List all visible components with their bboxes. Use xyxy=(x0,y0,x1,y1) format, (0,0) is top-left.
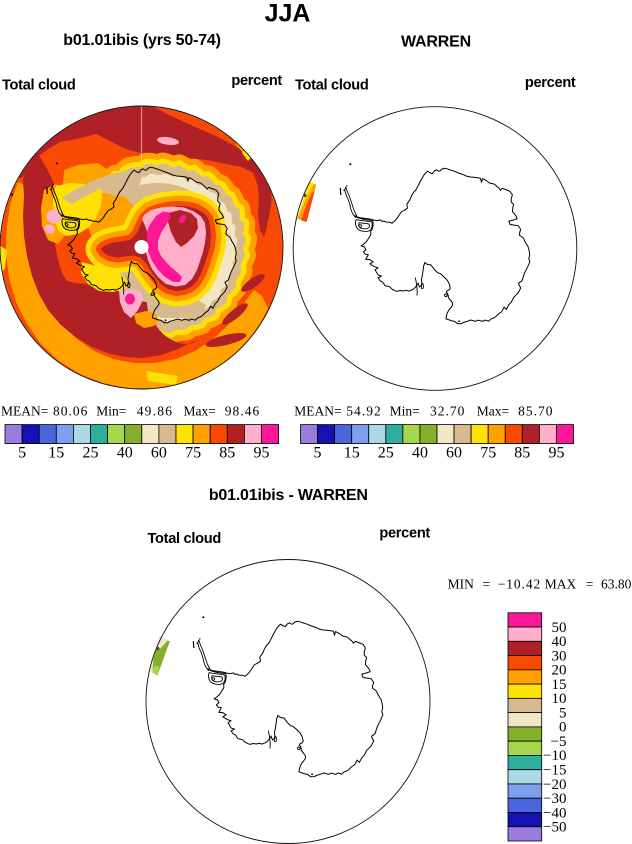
svg-text:80.06: 80.06 xyxy=(53,404,88,419)
svg-text:−10: −10 xyxy=(543,748,566,764)
svg-text:5: 5 xyxy=(314,445,322,462)
svg-text:−10.42: −10.42 xyxy=(498,577,541,592)
svg-text:40: 40 xyxy=(552,634,567,650)
svg-text:MEAN=: MEAN= xyxy=(1,404,48,419)
svg-text:60: 60 xyxy=(151,445,167,462)
svg-text:63.80: 63.80 xyxy=(601,577,632,592)
svg-text:40: 40 xyxy=(412,445,428,462)
svg-text:Total cloud: Total cloud xyxy=(148,531,221,547)
svg-text:32.70: 32.70 xyxy=(430,404,465,419)
svg-text:−50: −50 xyxy=(543,820,566,836)
svg-text:=: = xyxy=(483,577,491,592)
svg-text:40: 40 xyxy=(117,445,133,462)
svg-text:percent: percent xyxy=(231,73,282,89)
svg-text:10: 10 xyxy=(552,691,567,707)
svg-text:75: 75 xyxy=(480,445,496,462)
svg-text:−40: −40 xyxy=(543,805,566,821)
svg-text:−30: −30 xyxy=(543,791,566,807)
svg-text:0: 0 xyxy=(559,720,567,736)
svg-text:15: 15 xyxy=(48,445,64,462)
svg-text:85: 85 xyxy=(514,445,530,462)
svg-text:75: 75 xyxy=(185,445,201,462)
svg-text:20: 20 xyxy=(552,663,567,679)
svg-text:JJA: JJA xyxy=(265,0,311,28)
svg-text:98.46: 98.46 xyxy=(225,404,260,419)
svg-text:b01.01ibis (yrs 50-74): b01.01ibis (yrs 50-74) xyxy=(63,32,220,49)
svg-text:49.86: 49.86 xyxy=(137,404,173,419)
svg-text:Total cloud: Total cloud xyxy=(295,78,368,94)
svg-text:Max=: Max= xyxy=(184,404,216,419)
svg-text:85: 85 xyxy=(219,445,235,462)
svg-text:Max=: Max= xyxy=(477,404,509,419)
svg-text:−15: −15 xyxy=(543,762,566,778)
svg-text:25: 25 xyxy=(83,445,99,462)
svg-text:Min=: Min= xyxy=(96,404,126,419)
svg-text:95: 95 xyxy=(254,445,270,462)
svg-text:b01.01ibis - WARREN: b01.01ibis - WARREN xyxy=(209,487,368,504)
svg-text:Min=: Min= xyxy=(390,404,420,419)
svg-text:MAX: MAX xyxy=(545,577,577,592)
svg-text:60: 60 xyxy=(446,445,462,462)
svg-text:−5: −5 xyxy=(551,734,567,750)
svg-text:MEAN=: MEAN= xyxy=(294,404,341,419)
svg-text:15: 15 xyxy=(344,445,360,462)
svg-text:=: = xyxy=(586,577,594,592)
svg-text:15: 15 xyxy=(552,677,567,693)
svg-text:54.92: 54.92 xyxy=(346,404,380,419)
svg-text:95: 95 xyxy=(548,445,564,462)
svg-text:30: 30 xyxy=(552,648,567,664)
svg-text:25: 25 xyxy=(378,445,394,462)
svg-text:−20: −20 xyxy=(543,777,566,793)
svg-text:85.70: 85.70 xyxy=(518,404,553,419)
svg-text:percent: percent xyxy=(525,75,576,91)
svg-text:MIN: MIN xyxy=(448,577,474,592)
svg-text:5: 5 xyxy=(559,705,567,721)
svg-text:WARREN: WARREN xyxy=(401,34,471,51)
svg-text:50: 50 xyxy=(552,620,567,636)
svg-text:5: 5 xyxy=(18,445,26,462)
svg-text:Total cloud: Total cloud xyxy=(2,78,75,94)
svg-text:percent: percent xyxy=(379,526,430,542)
